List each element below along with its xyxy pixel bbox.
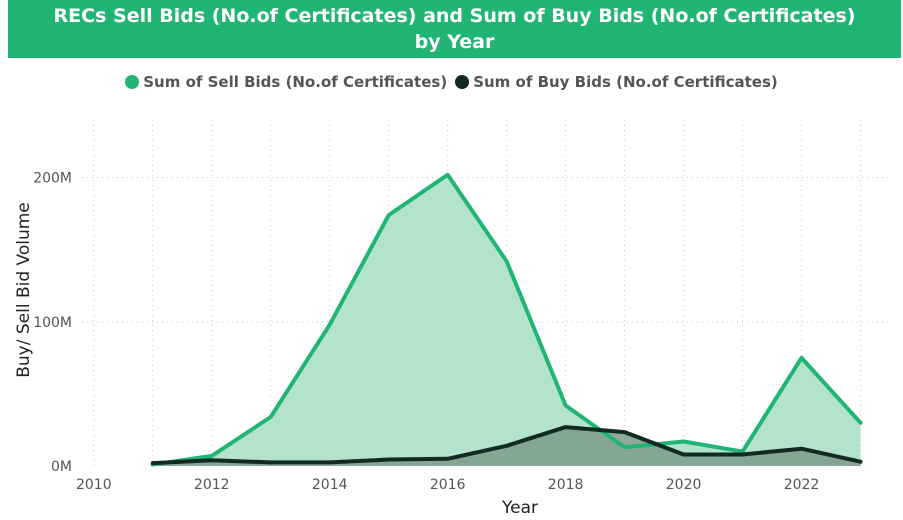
x-tick-label-2022: 2022 (784, 477, 820, 493)
y-tick-label-1: 100M (33, 315, 72, 331)
legend-label-buy: Sum of Buy Bids (No.of Certificates) (473, 73, 778, 91)
y-tick-label-0: 0M (51, 459, 72, 475)
series-areas (152, 174, 861, 467)
legend-label-sell: Sum of Sell Bids (No.of Certificates) (143, 73, 448, 91)
legend-dot-sell-icon (125, 75, 140, 89)
area-series-0 (152, 174, 861, 467)
y-tick-label-2: 200M (33, 171, 72, 187)
series-lines (150, 172, 863, 467)
y-axis-title: Buy/ Sell Bid Volume (14, 202, 34, 378)
x-axis-ticks: 2010 2012 2014 2016 2018 2020 2022 (76, 477, 819, 493)
x-tick-label-2012: 2012 (194, 477, 230, 493)
x-tick-label-2016: 2016 (430, 477, 466, 493)
legend-item-buy[interactable]: Sum of Buy Bids (No.of Certificates) (455, 73, 778, 91)
legend-dot-buy-icon (455, 75, 470, 89)
y-axis-ticks: 0M 100M 200M (33, 171, 72, 475)
x-tick-label-2010: 2010 (76, 477, 112, 493)
x-tick-label-2020: 2020 (666, 477, 702, 493)
legend-item-sell[interactable]: Sum of Sell Bids (No.of Certificates) (125, 73, 447, 91)
x-axis-title: Year (501, 498, 538, 518)
chart-title: RECs Sell Bids (No.of Certificates) and … (8, 0, 901, 58)
x-tick-label-2014: 2014 (312, 477, 348, 493)
legend: Sum of Sell Bids (No.of Certificates) Su… (0, 70, 903, 94)
x-tick-label-2018: 2018 (548, 477, 584, 493)
